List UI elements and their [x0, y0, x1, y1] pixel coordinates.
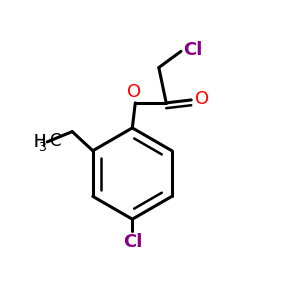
Text: Cl: Cl	[123, 233, 142, 251]
Text: O: O	[195, 90, 209, 108]
Text: H: H	[33, 133, 46, 151]
Text: Cl: Cl	[183, 41, 202, 59]
Text: 3: 3	[38, 141, 46, 154]
Text: H: H	[34, 133, 46, 151]
Text: O: O	[127, 83, 141, 101]
Text: C: C	[49, 132, 60, 150]
